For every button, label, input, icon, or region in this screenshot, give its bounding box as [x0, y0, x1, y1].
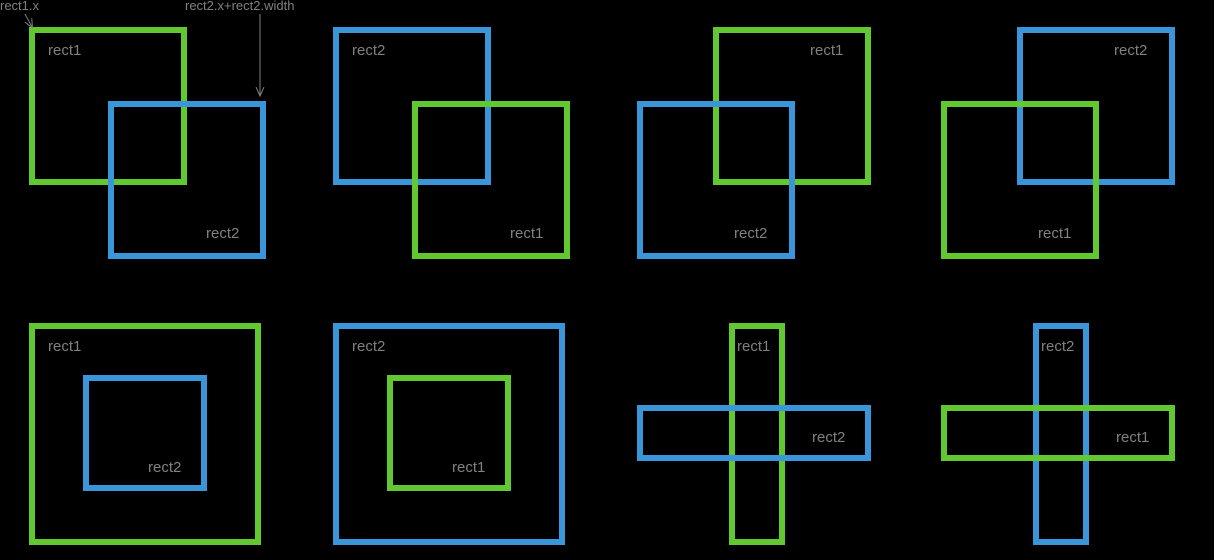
rect2-label: rect2	[1114, 42, 1147, 59]
rect2-label: rect2	[148, 459, 181, 476]
rect-intersection-diagram: rect1 rect2 rect2 rect1 rect1 rect2 rect2 rect1…	[0, 0, 1214, 560]
rect1-label: rect1	[810, 42, 843, 59]
rect2-label: rect2	[734, 225, 767, 242]
rect1-label: rect1	[737, 338, 770, 355]
rect2-label: rect2	[1041, 338, 1074, 355]
rect2-label: rect2	[352, 338, 385, 355]
rect1-label: rect1	[48, 42, 81, 59]
rect1-label: rect1	[510, 225, 543, 242]
annotation-left-text: rect1.x	[0, 0, 40, 13]
annotation-right-text: rect2.x+rect2.width	[185, 0, 294, 13]
rect2-label: rect2	[812, 429, 845, 446]
rect2-label: rect2	[206, 225, 239, 242]
rect1-label: rect1	[1038, 225, 1071, 242]
rect2-label: rect2	[352, 42, 385, 59]
rect1-label: rect1	[48, 338, 81, 355]
rect1-label: rect1	[1116, 429, 1149, 446]
rect1-label: rect1	[452, 459, 485, 476]
